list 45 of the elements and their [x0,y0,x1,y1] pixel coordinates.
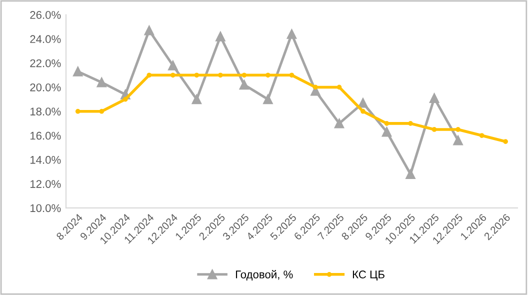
point [75,108,80,114]
point [453,135,463,146]
y-tick-label: 24.0% [30,35,61,44]
point [432,127,437,132]
y-tick-label: 14.0% [30,156,61,164]
point [382,127,392,137]
point [170,72,176,78]
legend-label: Годовой, % [236,270,293,281]
y-tick-label: 22.0% [30,59,61,68]
point [242,72,247,78]
point [239,80,250,90]
point [144,26,154,36]
point [168,60,178,70]
point [408,121,413,126]
point [216,32,226,42]
point [192,94,202,104]
y-tick-label: 16.0% [30,132,61,140]
point [360,108,366,114]
point [503,139,508,144]
point [384,121,390,126]
point [313,84,318,90]
point [73,66,83,76]
point [406,169,416,180]
point [99,108,104,114]
point [456,127,460,132]
y-tick-label: 18.0% [30,108,61,116]
legend-label: КС ЦБ [352,270,384,281]
point [218,72,223,78]
point [334,118,344,128]
point [146,72,152,78]
point [429,93,440,103]
y-tick-label: 12.0% [30,180,61,188]
y-tick-label: 26.0% [30,11,61,19]
point [263,94,273,104]
point [479,133,484,138]
point [194,72,200,78]
y-tick-label: 20.0% [30,83,61,92]
point [336,84,342,90]
point [122,96,128,102]
point [266,72,270,78]
point [358,98,368,108]
point [289,72,294,78]
point [96,78,106,88]
point [286,29,297,39]
y-tick-label: 10.0% [30,204,61,212]
